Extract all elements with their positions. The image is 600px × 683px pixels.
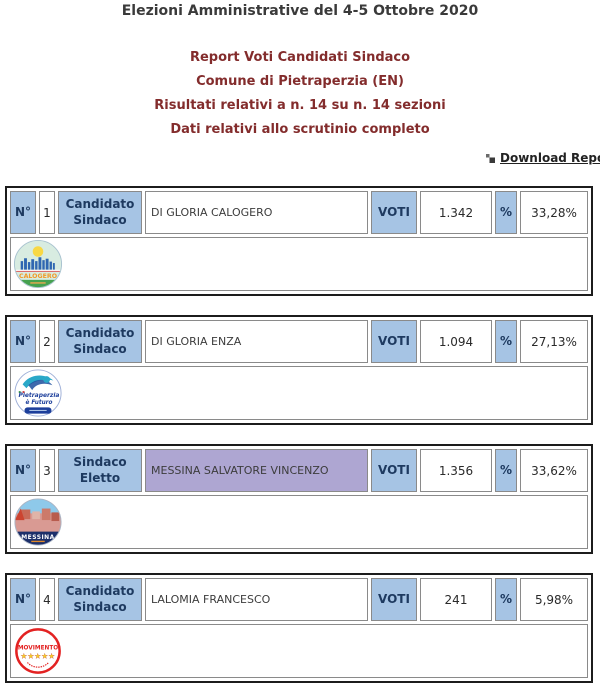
party-logo-pietraperzia-e-futuro-icon: Pietraperzia è Futuro [14, 369, 62, 417]
svg-text:Pietraperzia: Pietraperzia [18, 392, 59, 399]
party-logo-lista-calogero-icon: CALOGERO [13, 239, 63, 289]
svg-text:MESSINA: MESSINA [21, 534, 54, 541]
col-header-voti: VOTI [371, 578, 417, 621]
candidate-name: DI GLORIA ENZA [145, 320, 368, 363]
svg-text:MOVIMENTO: MOVIMENTO [18, 646, 58, 652]
candidate-number: 4 [39, 578, 55, 621]
subtitle-scrutinio: Dati relativi allo scrutinio completo [170, 122, 430, 137]
svg-text:★★★★★: ★★★★★ [21, 652, 56, 661]
download-report-icon [486, 148, 495, 167]
candidate-table-4: N° 4 Candidato Sindaco LALOMIA FRANCESCO… [5, 573, 593, 683]
candidate-number: 1 [39, 191, 55, 234]
subtitle-report-type: Report Voti Candidati Sindaco [189, 50, 411, 65]
candidate-number: 2 [39, 320, 55, 363]
candidate-role-header: Sindaco Eletto [58, 449, 142, 492]
page-title: Elezioni Amministrative del 4-5 Ottobre … [121, 3, 479, 19]
candidate-table-3: N° 3 Sindaco Eletto MESSINA SALVATORE VI… [5, 444, 593, 554]
candidate-role-header: Candidato Sindaco [58, 191, 142, 234]
percent-value: 27,13% [520, 320, 588, 363]
party-logo-cell: MESSINA [10, 495, 588, 549]
candidate-role-header: Candidato Sindaco [58, 320, 142, 363]
col-header-num: N° [10, 191, 36, 234]
candidate-table-1: N° 1 Candidato Sindaco DI GLORIA CALOGER… [5, 186, 593, 296]
subtitle-sezioni: Risultati relativi a n. 14 su n. 14 sezi… [154, 98, 446, 113]
col-header-percent: % [495, 191, 517, 234]
votes-value: 1.356 [420, 449, 492, 492]
col-header-voti: VOTI [371, 449, 417, 492]
col-header-percent: % [495, 449, 517, 492]
candidate-number: 3 [39, 449, 55, 492]
party-logo-movimento-5-stelle-icon: MOVIMENTO ★★★★★ [15, 628, 61, 674]
svg-text:è Futuro: è Futuro [25, 399, 52, 406]
candidate-name: LALOMIA FRANCESCO [145, 578, 368, 621]
col-header-voti: VOTI [371, 320, 417, 363]
col-header-percent: % [495, 320, 517, 363]
votes-value: 1.094 [420, 320, 492, 363]
votes-value: 241 [420, 578, 492, 621]
votes-value: 1.342 [420, 191, 492, 234]
party-logo-cell: MOVIMENTO ★★★★★ [10, 624, 588, 678]
percent-value: 33,62% [520, 449, 588, 492]
candidate-tables: N° 1 Candidato Sindaco DI GLORIA CALOGER… [0, 186, 600, 683]
percent-value: 5,98% [520, 578, 588, 621]
subtitle-comune: Comune di Pietraperzia (EN) [196, 74, 404, 89]
candidate-name: DI GLORIA CALOGERO [145, 191, 368, 234]
col-header-num: N° [10, 449, 36, 492]
col-header-percent: % [495, 578, 517, 621]
col-header-num: N° [10, 578, 36, 621]
col-header-voti: VOTI [371, 191, 417, 234]
party-logo-messina-icon: MESSINA [14, 498, 62, 546]
party-logo-cell: Pietraperzia è Futuro [10, 366, 588, 420]
candidate-role-header: Candidato Sindaco [58, 578, 142, 621]
party-logo-cell: CALOGERO [10, 237, 588, 291]
candidate-table-2: N° 2 Candidato Sindaco DI GLORIA ENZA VO… [5, 315, 593, 425]
candidate-name: MESSINA SALVATORE VINCENZO [145, 449, 368, 492]
svg-text:CALOGERO: CALOGERO [19, 273, 57, 280]
report-subtitles: Report Voti Candidati Sindaco Comune di … [0, 46, 600, 142]
percent-value: 33,28% [520, 191, 588, 234]
download-report-row: Download Report [486, 150, 600, 165]
download-report-link[interactable]: Download Report [500, 150, 600, 165]
col-header-num: N° [10, 320, 36, 363]
